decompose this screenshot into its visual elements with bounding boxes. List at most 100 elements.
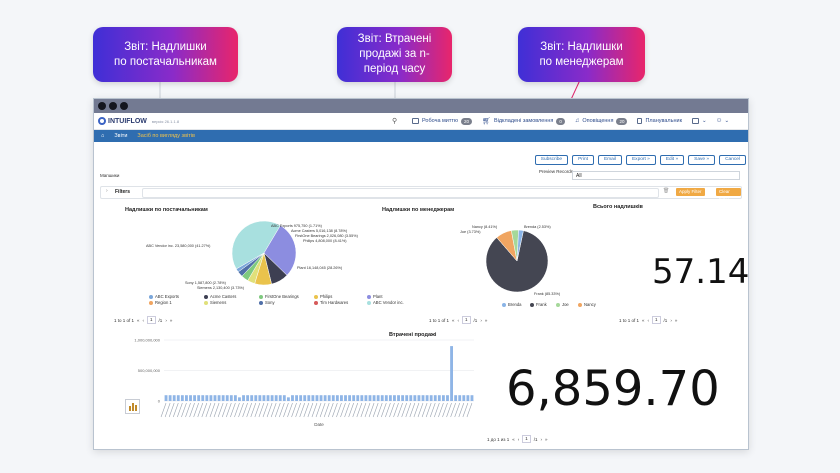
bar[interactable]	[368, 395, 372, 401]
cancel-button[interactable]: Cancel	[719, 155, 746, 165]
nav-item-chart-menu[interactable]: ⌄	[692, 118, 707, 124]
prev-page-icon[interactable]: ‹	[457, 317, 460, 323]
pie-slice-brenda[interactable]	[516, 230, 524, 262]
bar[interactable]	[291, 395, 294, 401]
first-page-icon[interactable]: «	[137, 317, 140, 323]
lost-sales-bar-chart[interactable]: 1,000,000,000 500,000,000 0 Date	[94, 335, 484, 443]
bar[interactable]	[446, 395, 449, 401]
last-page-icon[interactable]: »	[484, 317, 488, 323]
bar[interactable]	[376, 395, 380, 401]
managers-pie-chart[interactable]	[486, 230, 548, 292]
bar[interactable]	[340, 395, 343, 401]
subscribe-button[interactable]: Subscribe	[534, 155, 569, 165]
bar[interactable]	[266, 395, 270, 401]
clear-filter-button[interactable]: Clear Filter	[716, 188, 741, 202]
bar[interactable]	[441, 395, 445, 401]
bar[interactable]	[197, 395, 201, 401]
bar[interactable]	[282, 395, 286, 401]
bar[interactable]	[319, 395, 323, 401]
legend-item[interactable]: Siemens	[204, 300, 226, 305]
page-input[interactable]: 1	[522, 435, 531, 443]
bar[interactable]	[205, 395, 209, 401]
bar[interactable]	[299, 395, 303, 401]
bar[interactable]	[458, 395, 462, 401]
nav-item-scheduler[interactable]: Планувальник	[637, 118, 682, 124]
bar[interactable]	[470, 395, 474, 401]
bar[interactable]	[209, 395, 213, 401]
bar[interactable]	[221, 395, 225, 401]
legend-item[interactable]: Philips	[314, 294, 332, 299]
last-page-icon[interactable]: »	[674, 317, 678, 323]
bar[interactable]	[164, 395, 168, 401]
bar[interactable]	[384, 395, 388, 401]
bar[interactable]	[168, 395, 172, 401]
legend-item[interactable]: Nancy	[578, 302, 596, 307]
preview-records-select[interactable]: All	[572, 171, 740, 180]
search-icon[interactable]: ⚲	[392, 118, 398, 125]
bar[interactable]	[405, 395, 409, 401]
bar[interactable]	[246, 395, 250, 401]
bar[interactable]	[180, 395, 184, 401]
bar[interactable]	[242, 395, 245, 401]
nav-item-user-menu[interactable]: ⚇ ⌄	[717, 118, 730, 124]
bar[interactable]	[238, 397, 241, 401]
edit-button[interactable]: Edit »	[659, 155, 685, 165]
bar[interactable]	[352, 395, 356, 401]
bar[interactable]	[409, 395, 413, 401]
legend-item[interactable]: Sony	[259, 300, 275, 305]
bar[interactable]	[262, 395, 266, 401]
first-page-icon[interactable]: «	[642, 317, 645, 323]
save-button[interactable]: Save »	[688, 155, 716, 165]
bar[interactable]	[344, 395, 347, 401]
prev-page-icon[interactable]: ‹	[517, 436, 520, 442]
bar[interactable]	[466, 395, 470, 401]
first-page-icon[interactable]: «	[512, 436, 515, 442]
legend-item[interactable]: ABC Vendor inc.	[367, 300, 404, 305]
bar[interactable]	[364, 395, 368, 401]
prev-page-icon[interactable]: ‹	[647, 317, 650, 323]
expand-icon[interactable]: ›	[106, 188, 108, 194]
bar[interactable]	[286, 397, 290, 401]
bar[interactable]	[315, 395, 319, 401]
bar[interactable]	[193, 395, 197, 401]
delete-icon[interactable]: 🗑︎	[663, 188, 670, 194]
legend-item[interactable]: FirstOne Bearings	[259, 294, 299, 299]
last-page-icon[interactable]: »	[169, 317, 173, 323]
bar[interactable]	[311, 395, 315, 401]
bar[interactable]	[176, 395, 180, 401]
bar[interactable]	[372, 395, 376, 401]
bar[interactable]	[258, 395, 262, 401]
legend-item[interactable]: Region 1	[149, 300, 172, 305]
bar[interactable]	[254, 395, 258, 401]
pie-slice-plant[interactable]	[263, 225, 296, 276]
bar[interactable]	[225, 395, 229, 401]
bar[interactable]	[348, 395, 352, 401]
nav-item-dashboard[interactable]: Робоча миттю 20	[412, 117, 473, 125]
bar[interactable]	[303, 395, 307, 401]
bar[interactable]	[307, 395, 311, 401]
legend-item[interactable]: Joe	[556, 302, 569, 307]
bar[interactable]	[331, 395, 335, 401]
first-page-icon[interactable]: «	[452, 317, 455, 323]
filter-input[interactable]	[142, 188, 659, 198]
nav-item-notifications[interactable]: ♫ Оповіщення 20	[575, 117, 628, 125]
print-button[interactable]: Print	[572, 155, 594, 165]
bar[interactable]	[454, 395, 458, 401]
page-input[interactable]: 1	[147, 316, 156, 324]
bar[interactable]	[413, 395, 417, 401]
legend-item[interactable]: Brenda	[502, 302, 522, 307]
chart-settings-icon[interactable]	[125, 399, 140, 414]
last-page-icon[interactable]: »	[545, 436, 548, 442]
bar[interactable]	[421, 395, 425, 401]
bar[interactable]	[172, 395, 176, 401]
bar[interactable]	[388, 395, 392, 401]
bar[interactable]	[335, 395, 339, 401]
next-page-icon[interactable]: ›	[540, 436, 543, 442]
bar[interactable]	[270, 395, 274, 401]
next-page-icon[interactable]: ›	[165, 317, 167, 323]
bar[interactable]	[356, 395, 360, 401]
bar[interactable]	[462, 395, 466, 401]
suppliers-pie-chart[interactable]	[232, 221, 296, 285]
bar[interactable]	[217, 395, 221, 401]
bar[interactable]	[393, 395, 396, 401]
